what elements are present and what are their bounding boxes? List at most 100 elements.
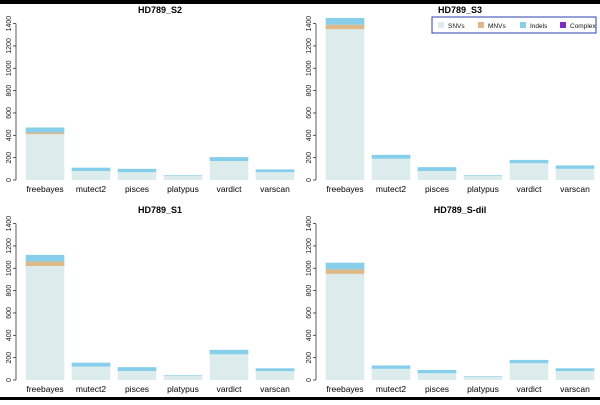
bar-snvs [209,354,249,380]
bar-indels [509,159,549,164]
x-tick-label: platypus [467,184,499,194]
legend-label-snvs: SNVs [448,23,465,30]
x-tick-label: varscan [560,184,590,194]
y-tick-label: 600 [306,107,313,119]
bar-indels [25,127,65,133]
bar-snvs [371,158,411,180]
chart-title: HD789_S1 [138,205,182,215]
y-tick-label: 800 [6,85,13,97]
bar-indels [417,167,457,172]
bar-snvs [25,266,65,380]
bar-snvs [163,175,203,180]
y-tick-label: 1200 [306,238,313,254]
chart-title: HD789_S3 [438,5,482,15]
bar-snvs [417,373,457,380]
bar-indels [463,174,503,176]
bar-snvs [325,273,365,380]
bar-snvs [417,171,457,180]
bar-indels [25,254,65,262]
y-tick-label: 1000 [6,60,13,76]
x-tick-label: varscan [260,384,290,394]
y-tick-label: 1200 [306,38,313,54]
bar-indels [463,376,503,377]
bar-snvs [463,376,503,380]
legend-swatch-complex [560,22,566,28]
bar-snvs [25,134,65,180]
x-tick-label: platypus [167,184,199,194]
bar-indels [555,368,595,372]
bar-snvs [255,172,295,180]
x-tick-label: mutect2 [376,184,407,194]
bar-indels [163,374,203,376]
bar-mnvs [25,132,65,135]
bar-indels [163,174,203,176]
x-tick-label: vardict [216,384,242,394]
y-tick-label: 1400 [306,216,313,232]
y-tick-label: 800 [306,85,313,97]
x-tick-label: freebayes [326,184,363,194]
bar-snvs [509,363,549,380]
x-tick-label: platypus [167,384,199,394]
y-tick-label: 200 [6,152,13,164]
y-tick-label: 0 [6,178,13,182]
y-tick-label: 1000 [306,260,313,276]
x-tick-label: freebayes [26,184,63,194]
bar-snvs [371,368,411,380]
y-tick-label: 800 [6,285,13,297]
x-tick-label: pisces [425,184,449,194]
x-tick-label: vardict [516,384,542,394]
bar-snvs [117,172,157,180]
bar-snvs [555,168,595,180]
x-tick-label: varscan [260,184,290,194]
legend-box [431,16,597,34]
bar-snvs [209,161,249,180]
bar-indels [255,368,295,372]
bar-snvs [555,371,595,380]
x-tick-label: pisces [425,384,449,394]
bar-mnvs [325,269,365,274]
bar-indels [555,165,595,169]
y-tick-label: 600 [6,107,13,119]
y-tick-label: 200 [6,352,13,364]
chart-title: HD789_S2 [138,5,182,15]
y-tick-label: 400 [306,329,313,341]
x-tick-label: vardict [516,184,542,194]
y-tick-label: 0 [6,378,13,382]
bar-snvs [325,29,365,181]
x-tick-label: mutect2 [76,384,107,394]
bar-snvs [463,175,503,180]
bar-indels [71,362,111,367]
y-tick-label: 400 [6,129,13,141]
x-tick-label: mutect2 [76,184,107,194]
legend-swatch-indels [520,22,526,28]
bar-mnvs [325,24,365,30]
x-tick-label: mutect2 [376,384,407,394]
bar-indels [71,167,111,172]
y-tick-label: 400 [6,329,13,341]
bar-indels [509,359,549,364]
bar-snvs [163,375,203,380]
y-tick-label: 400 [306,129,313,141]
chart-title: HD789_S-dil [434,205,487,215]
x-tick-label: pisces [125,184,149,194]
x-tick-label: freebayes [26,384,63,394]
bar-snvs [509,163,549,180]
y-tick-label: 1200 [6,238,13,254]
y-tick-label: 600 [6,307,13,319]
y-tick-label: 200 [306,152,313,164]
bar-snvs [71,171,111,180]
x-tick-label: vardict [216,184,242,194]
y-tick-label: 1400 [306,16,313,32]
legend-swatch-snvs [438,22,444,28]
y-tick-label: 1400 [6,216,13,232]
bottom-border [0,397,600,400]
x-tick-label: pisces [125,384,149,394]
y-tick-label: 0 [306,378,313,382]
bar-indels [371,154,411,159]
y-tick-label: 800 [306,285,313,297]
bar-indels [117,367,157,372]
bar-indels [417,369,457,374]
bar-snvs [117,371,157,380]
bar-snvs [71,366,111,380]
